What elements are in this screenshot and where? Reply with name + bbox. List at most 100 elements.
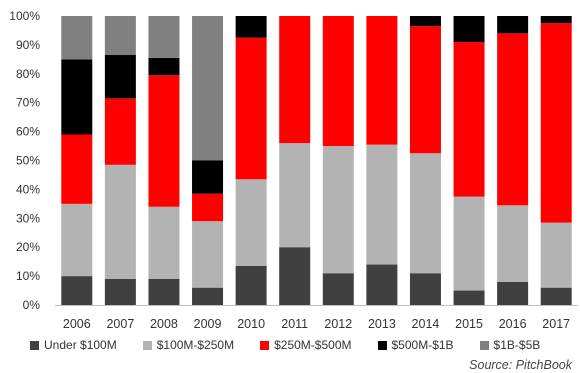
legend-item: $1B-$5B xyxy=(479,338,541,352)
bar-segment xyxy=(61,16,93,60)
bar-segment xyxy=(497,33,529,206)
bar-stack-2014 xyxy=(409,16,441,305)
x-tick-label: 2006 xyxy=(63,317,91,331)
bar-segment xyxy=(104,16,136,56)
bar-segment xyxy=(279,143,311,248)
bar-segment xyxy=(61,59,93,135)
bar-segment xyxy=(453,42,485,197)
legend-swatch xyxy=(377,340,387,350)
bar-segment xyxy=(366,264,398,305)
x-tick-label: 2017 xyxy=(542,317,570,331)
bar-segment xyxy=(148,206,180,279)
bar-segment xyxy=(322,273,354,305)
legend-label: $1B-$5B xyxy=(493,338,541,352)
bar-segment xyxy=(235,265,267,305)
y-tick-label: 80% xyxy=(16,67,40,81)
bar-segment xyxy=(235,16,267,38)
bar-segment xyxy=(148,75,180,207)
y-tick-label: 90% xyxy=(16,38,40,52)
bar-segment xyxy=(192,160,224,194)
bar-segment xyxy=(279,16,311,144)
x-tick-label: 2016 xyxy=(499,317,527,331)
legend-item: $500M-$1B xyxy=(377,338,454,352)
bar-stack-2011 xyxy=(279,16,311,305)
bars xyxy=(61,16,572,305)
bar-segment xyxy=(366,16,398,145)
bar-stack-2006 xyxy=(61,16,93,305)
bar-segment xyxy=(279,247,311,305)
x-tick-label: 2009 xyxy=(194,317,222,331)
bar-segment xyxy=(192,193,224,222)
y-tick-label: 50% xyxy=(16,154,40,168)
y-tick-label: 30% xyxy=(16,211,40,225)
bar-segment xyxy=(192,287,224,305)
bar-segment xyxy=(366,144,398,265)
bar-segment xyxy=(409,273,441,305)
bar-segment xyxy=(497,205,529,282)
legend-swatch xyxy=(142,340,152,350)
bar-segment xyxy=(61,276,93,305)
bar-segment xyxy=(235,37,267,180)
x-tick-label: 2012 xyxy=(324,317,352,331)
bar-segment xyxy=(104,98,136,165)
legend-label: $500M-$1B xyxy=(391,338,454,352)
legend-label: $100M-$250M xyxy=(156,338,235,352)
bar-segment xyxy=(148,278,180,305)
legend-label: $250M-$500M xyxy=(274,338,352,352)
bar-stack-2009 xyxy=(192,16,224,305)
bar-stack-2016 xyxy=(497,16,529,305)
bar-segment xyxy=(540,23,572,223)
y-tick-label: 70% xyxy=(16,96,40,110)
legend: Under $100M $100M-$250M $250M-$500M $500M-$… xyxy=(30,338,540,352)
bar-segment xyxy=(453,196,485,291)
legend-item: $100M-$250M xyxy=(142,338,235,352)
source-note: Source: PitchBook xyxy=(469,358,572,372)
legend-label: Under $100M xyxy=(44,338,117,352)
bar-segment xyxy=(540,16,572,24)
bar-segment xyxy=(497,16,529,34)
x-tick-label: 2010 xyxy=(237,317,265,331)
legend-item: $250M-$500M xyxy=(260,338,352,352)
bar-segment xyxy=(148,16,180,58)
y-tick-label: 20% xyxy=(16,240,40,254)
bar-stack-2013 xyxy=(366,16,398,305)
bar-segment xyxy=(540,222,572,288)
y-tick-label: 60% xyxy=(16,125,40,139)
bar-stack-2017 xyxy=(540,16,572,305)
bar-segment xyxy=(409,153,441,274)
x-tick-label: 2011 xyxy=(281,317,308,331)
y-tick-label: 10% xyxy=(16,269,40,283)
bar-segment xyxy=(192,16,224,161)
bar-segment xyxy=(148,57,180,76)
bar-segment xyxy=(453,16,485,43)
legend-swatch xyxy=(30,340,39,350)
bar-segment xyxy=(235,179,267,266)
y-tick-label: 100% xyxy=(9,9,40,23)
legend-item: Under $100M xyxy=(30,338,117,352)
bar-stack-2008 xyxy=(148,16,180,305)
bar-segment xyxy=(322,146,354,274)
y-axis: 0% 10% 20% 30% 40% 50% 60% 70% 80% 90% 100% xyxy=(9,9,40,312)
x-tick-label: 2014 xyxy=(412,317,440,331)
legend-swatch xyxy=(260,340,270,350)
bar-stack-2012 xyxy=(322,16,354,305)
bar-segment xyxy=(104,55,136,99)
bar-segment xyxy=(104,278,136,305)
x-tick-label: 2007 xyxy=(106,317,134,331)
bar-segment xyxy=(322,16,354,147)
x-tick-label: 2008 xyxy=(150,317,178,331)
bar-segment xyxy=(61,203,93,277)
bar-segment xyxy=(409,26,441,154)
bar-stack-2015 xyxy=(453,16,485,305)
x-tick-label: 2015 xyxy=(455,317,483,331)
x-tick-label: 2013 xyxy=(368,317,396,331)
bar-stack-2007 xyxy=(104,16,136,305)
bar-stack-2010 xyxy=(235,16,267,305)
bar-segment xyxy=(540,287,572,305)
x-axis: 2006 2007 2008 2009 2010 2011 2012 2013 2014 2015… xyxy=(55,305,578,331)
y-tick-label: 40% xyxy=(16,182,40,196)
y-tick-label: 0% xyxy=(23,298,41,312)
bar-segment xyxy=(192,221,224,288)
legend-swatch xyxy=(479,340,489,350)
